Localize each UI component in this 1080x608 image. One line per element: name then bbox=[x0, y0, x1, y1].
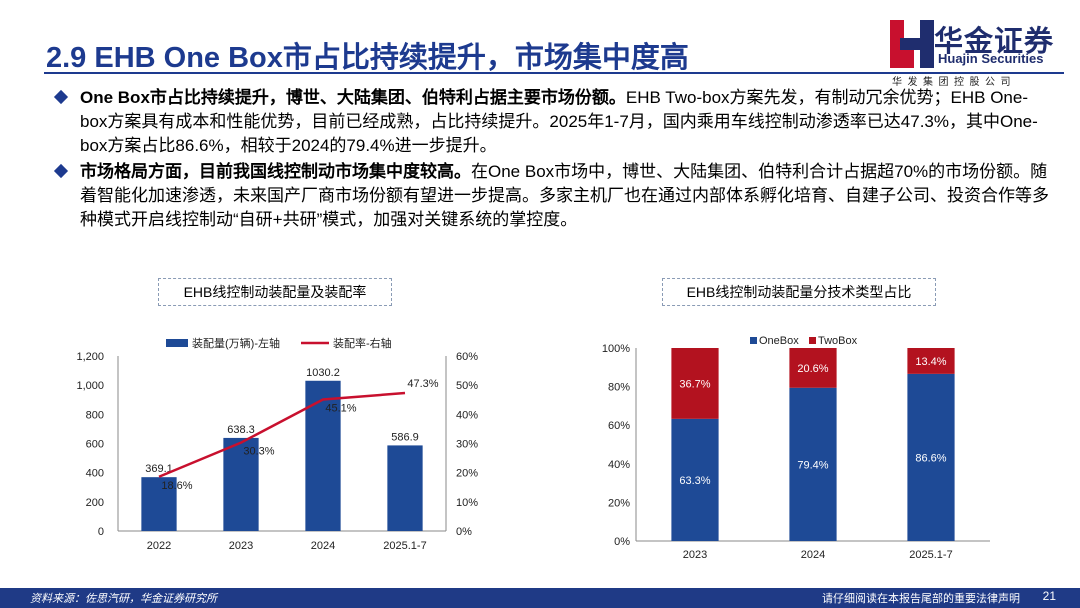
chart2-onebox-bar bbox=[789, 387, 837, 541]
logo-mark-icon bbox=[890, 20, 934, 68]
chart2-twobox-bar bbox=[671, 348, 719, 419]
page-title: 2.9 EHB One Box市占比持续提升，市场集中度高 bbox=[46, 42, 689, 74]
chart1-y-tick: 200 bbox=[86, 497, 104, 509]
chart1-y2-tick: 60% bbox=[456, 351, 478, 363]
chart1-bar-label: 369.1 bbox=[145, 463, 173, 475]
chart2-twobox-bar bbox=[789, 348, 837, 388]
chart1-line-label: 47.3% bbox=[407, 378, 438, 390]
chart1-x-tick: 2025.1-7 bbox=[383, 540, 426, 552]
chart1-y-tick: 800 bbox=[86, 409, 104, 421]
chart2-onebox-bar bbox=[671, 418, 719, 541]
chart2-legend-twobox-label: TwoBox bbox=[818, 335, 858, 347]
chart2-y-tick: 100% bbox=[602, 343, 630, 355]
chart1-bar bbox=[387, 445, 423, 531]
chart1-bar bbox=[141, 477, 177, 531]
chart2-x-tick: 2024 bbox=[801, 549, 825, 561]
chart1-legend-bar-label: 装配量(万辆)-左轴 bbox=[192, 336, 280, 350]
chart1-x-tick: 2024 bbox=[311, 540, 335, 552]
chart2-y-tick: 80% bbox=[608, 382, 630, 394]
chart2-onebox-label: 86.6% bbox=[915, 452, 946, 464]
title-divider bbox=[44, 72, 1064, 74]
chart1-y-tick: 400 bbox=[86, 468, 104, 480]
chart1-bar-label: 638.3 bbox=[227, 424, 255, 436]
bullet-list: One Box市占比持续提升，博世、大陆集团、伯特利占据主要市场份额。EHB T… bbox=[53, 86, 1054, 234]
footer-disclaimer: 请仔细阅读在本报告尾部的重要法律声明 bbox=[822, 593, 1020, 605]
bullet-lead: 市场格局方面，目前我国线控制动市场集中度较高。 bbox=[80, 162, 471, 181]
chart1-title: EHB线控制动装配量及装配率 bbox=[158, 278, 392, 306]
chart2-y-tick: 60% bbox=[608, 420, 630, 432]
chart1-y-tick: 600 bbox=[86, 439, 104, 451]
chart2-title: EHB线控制动装配量分技术类型占比 bbox=[662, 278, 936, 306]
chart2-x-tick: 2025.1-7 bbox=[909, 549, 952, 561]
chart1-legend-bar-swatch bbox=[166, 339, 188, 347]
chart1-line-label: 18.6% bbox=[161, 480, 192, 492]
chart2-twobox-label: 20.6% bbox=[797, 363, 828, 375]
bullet-text: EHB Two-box方案先发，有制动冗余优势；EHB One-box方案具有成… bbox=[80, 88, 1038, 155]
chart1-y2-tick: 0% bbox=[456, 526, 472, 538]
chart1-line-label: 45.1% bbox=[325, 402, 356, 414]
chart2-twobox-bar bbox=[907, 348, 955, 374]
footer-bar: 资料来源：佐思汽研，华金证券研究所 请仔细阅读在本报告尾部的重要法律声明 21 bbox=[0, 588, 1080, 608]
chart2-onebox-label: 79.4% bbox=[797, 459, 828, 471]
chart2-y-tick: 20% bbox=[608, 497, 630, 509]
chart2-onebox-bar bbox=[907, 373, 955, 541]
chart1-y-tick: 1,200 bbox=[76, 351, 104, 363]
chart1-y-tick: 1,000 bbox=[76, 380, 104, 392]
chart1-bar-label: 586.9 bbox=[391, 431, 419, 443]
chart2-twobox-label: 36.7% bbox=[679, 378, 710, 390]
logo-english-name: Huajin Securities bbox=[938, 51, 1044, 66]
chart1-x-tick: 2023 bbox=[229, 540, 253, 552]
chart1-y-tick: 0 bbox=[98, 526, 104, 538]
chart1-x-tick: 2022 bbox=[147, 540, 171, 552]
logo-name: 华金证券 bbox=[934, 26, 1055, 58]
chart1-y2-tick: 30% bbox=[456, 439, 478, 451]
footer-source: 资料来源：佐思汽研，华金证券研究所 bbox=[30, 593, 217, 605]
bullet-lead: One Box市占比持续提升，博世、大陆集团、伯特利占据主要市场份额。 bbox=[80, 88, 626, 107]
chart1-rate-line bbox=[158, 391, 406, 478]
chart1-y2-tick: 20% bbox=[456, 468, 478, 480]
chart1-y2-tick: 40% bbox=[456, 409, 478, 421]
chart2-onebox-label: 63.3% bbox=[679, 475, 710, 487]
chart2-x-tick: 2023 bbox=[683, 549, 707, 561]
bullet-text: 在One Box市场中，博世、大陆集团、伯特利合计占据超70%的市场份额。随着智… bbox=[80, 162, 1049, 229]
chart2-legend-twobox-swatch bbox=[809, 337, 816, 344]
chart1-y2-tick: 10% bbox=[456, 497, 478, 509]
chart1-bar-label: 1030.2 bbox=[306, 367, 340, 379]
chart2-y-tick: 0% bbox=[614, 536, 630, 548]
chart1-legend-line-label: 装配率-右轴 bbox=[333, 336, 392, 350]
chart1-y2-tick: 50% bbox=[456, 380, 478, 392]
bullet-item: 市场格局方面，目前我国线控制动市场集中度较高。在One Box市场中，博世、大陆… bbox=[53, 160, 1054, 232]
bullet-item: One Box市占比持续提升，博世、大陆集团、伯特利占据主要市场份额。EHB T… bbox=[53, 86, 1054, 158]
chart2-y-tick: 40% bbox=[608, 459, 630, 471]
page-number: 21 bbox=[1042, 589, 1056, 603]
company-logo: 华金证券 Huajin Securities 华发集团控股公司 bbox=[888, 18, 1068, 88]
chart2-legend-onebox-label: OneBox bbox=[759, 335, 799, 347]
logo-subtitle: 华发集团控股公司 bbox=[892, 77, 1016, 88]
chart2-legend-onebox-swatch bbox=[750, 337, 757, 344]
chart1-line-label: 30.3% bbox=[243, 446, 274, 458]
chart1-bar bbox=[223, 437, 259, 531]
chart2-twobox-label: 13.4% bbox=[915, 356, 946, 368]
